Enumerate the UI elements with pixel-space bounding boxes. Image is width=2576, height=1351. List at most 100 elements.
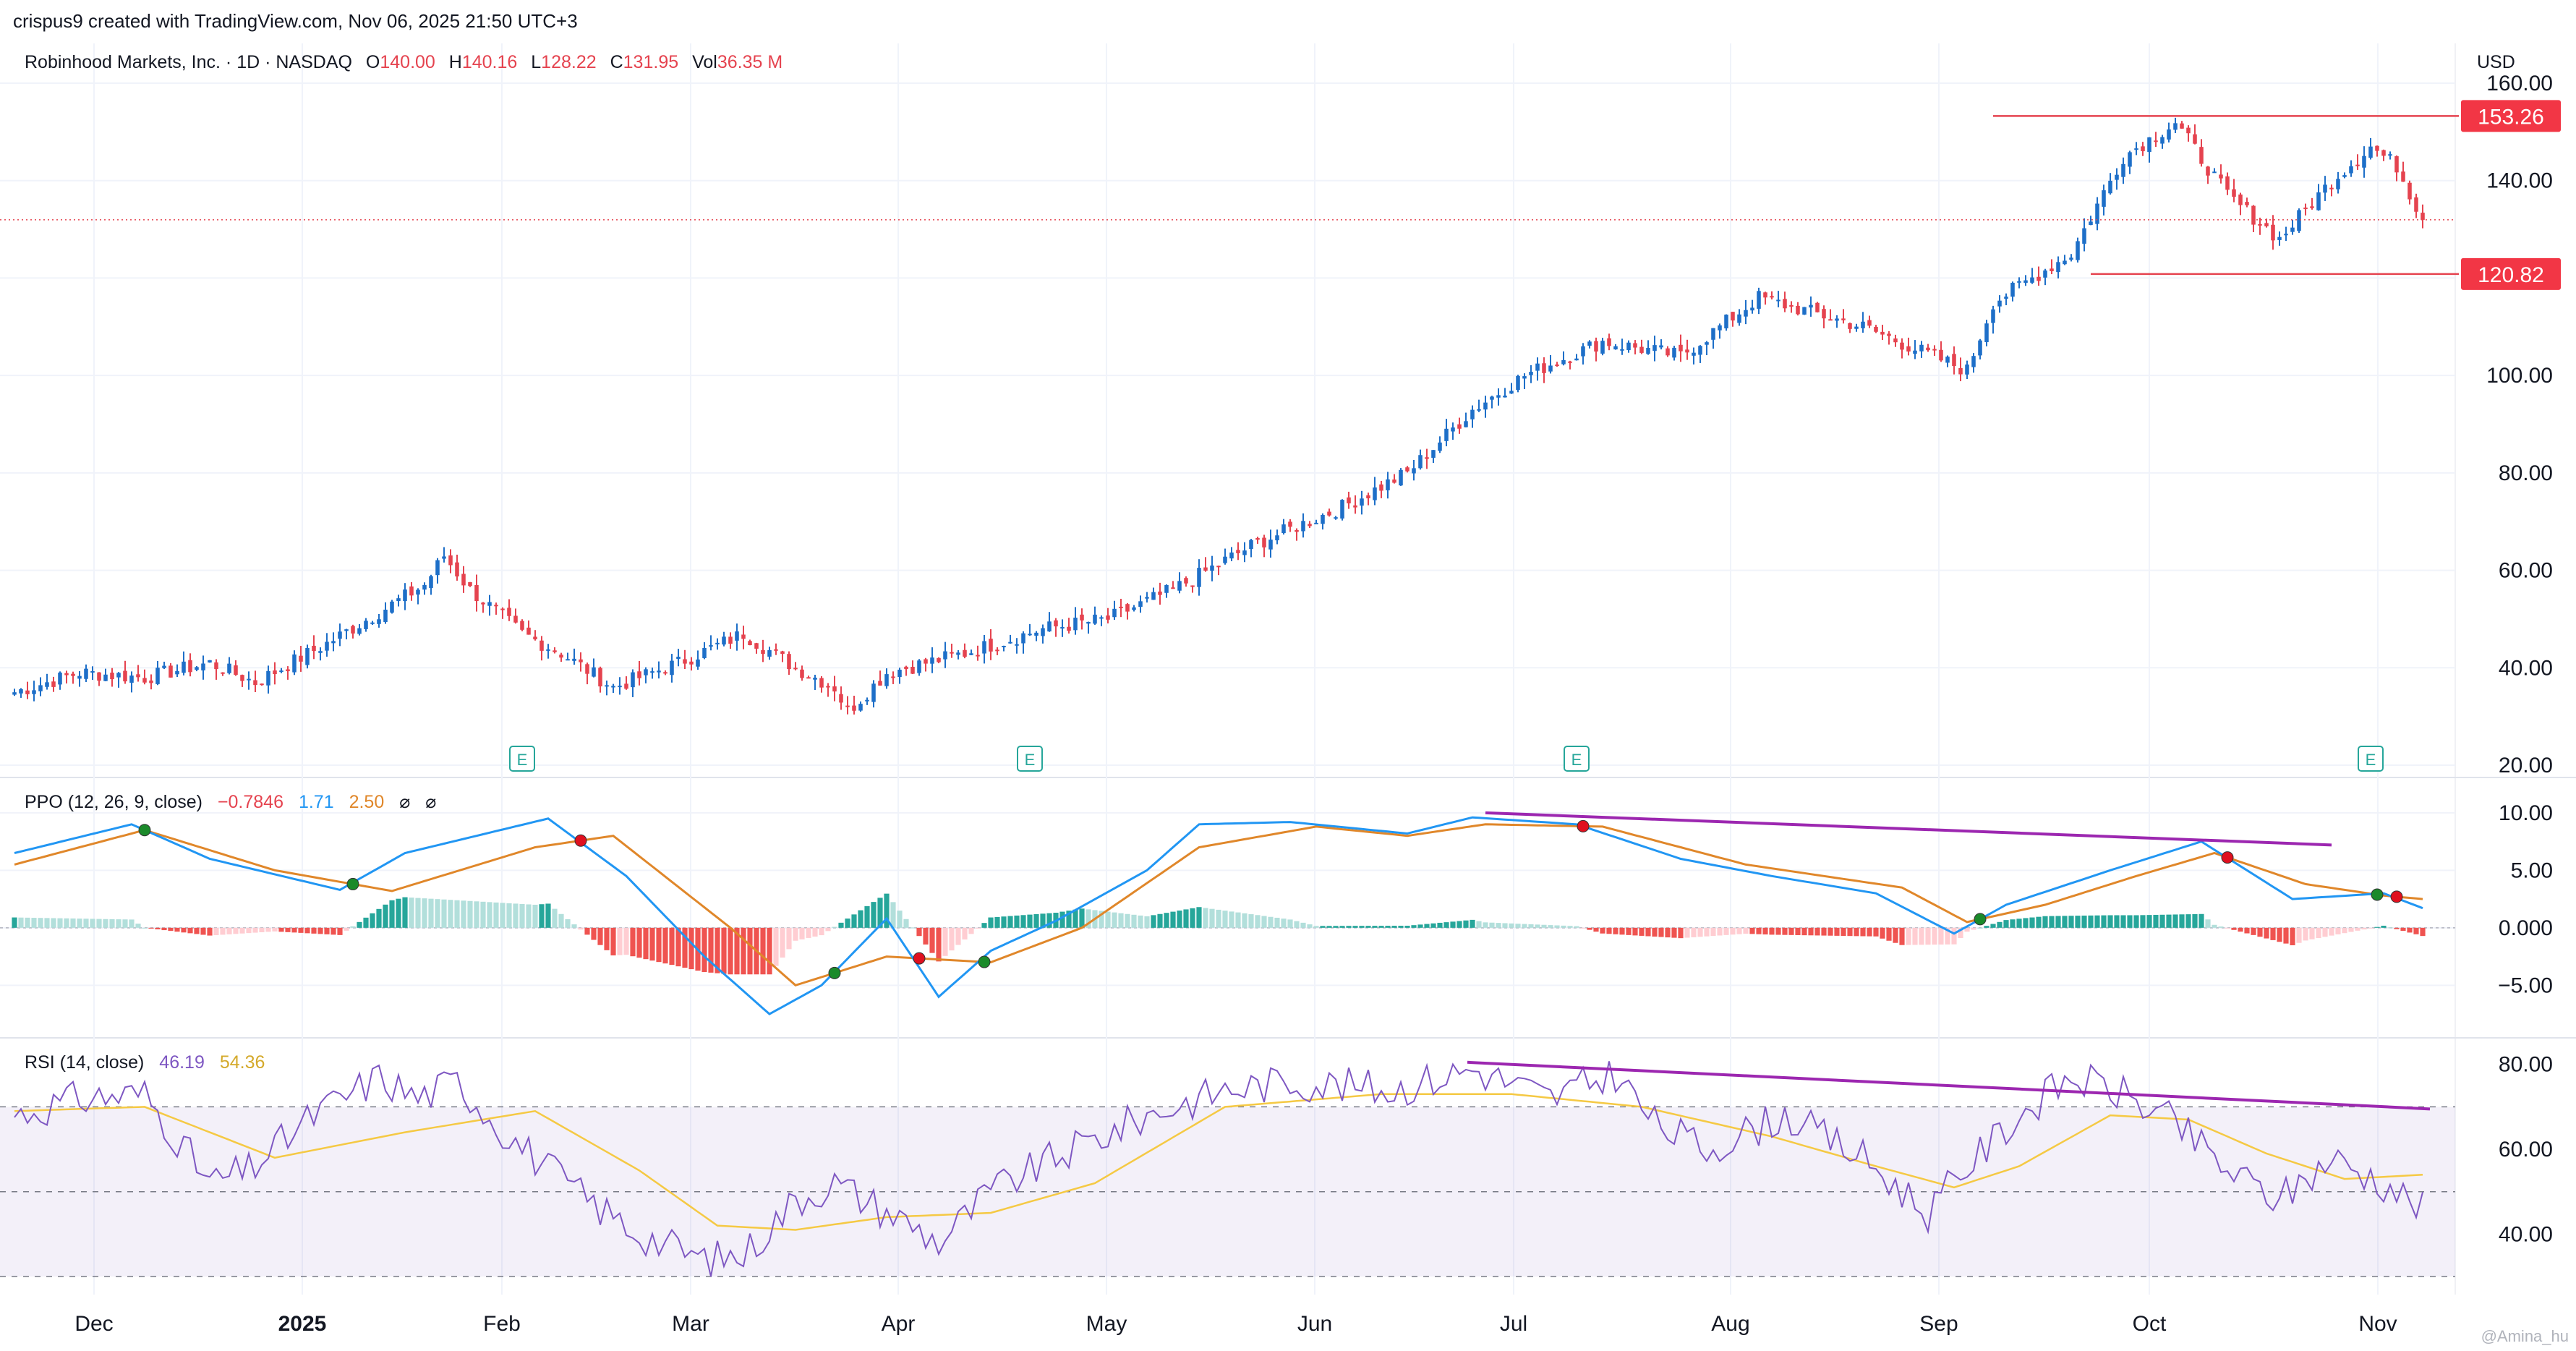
candle-body xyxy=(559,655,563,658)
main-legend: Robinhood Markets, Inc. · 1D · NASDAQ O1… xyxy=(25,52,782,72)
candle-body xyxy=(2056,262,2060,273)
candle-body xyxy=(1054,620,1058,627)
candle-body xyxy=(1112,608,1117,618)
candle-body xyxy=(1626,342,1631,351)
ppo-histogram-bar xyxy=(506,903,512,928)
candle-body xyxy=(201,663,205,670)
candle-body xyxy=(2082,228,2086,244)
earnings-marker-label: E xyxy=(2366,751,2376,769)
ppo-histogram-bar xyxy=(1964,927,1970,932)
candle-body xyxy=(2323,184,2327,193)
ppo-histogram-bar xyxy=(1971,927,1976,930)
candle-body xyxy=(2401,171,2405,182)
close-value: 131.95 xyxy=(623,52,678,72)
ppo-histogram-bar xyxy=(1762,927,1768,935)
ppo-pane[interactable] xyxy=(0,811,2455,1015)
candle-body xyxy=(25,690,30,694)
candle-body xyxy=(709,645,713,647)
candle-body xyxy=(1190,585,1195,587)
svg-text:PPO (12, 26, 9, close) −: PPO (12, 26, 9, close) −0.7846 1.71 2.50… xyxy=(25,792,436,812)
ppo-histogram-bar xyxy=(2244,927,2250,934)
ppo-line xyxy=(14,816,2423,1015)
candle-body xyxy=(1587,341,1592,346)
ppo-histogram-bar xyxy=(1372,926,1378,928)
ppo-histogram-bar xyxy=(916,927,922,937)
candle-body xyxy=(1958,367,1963,375)
ppo-histogram-bar xyxy=(1385,926,1391,928)
ppo-histogram-bar xyxy=(864,905,870,928)
candle-body xyxy=(2271,224,2275,241)
ppo-histogram-bar xyxy=(2081,915,2087,928)
ppo-histogram-bar xyxy=(2225,927,2230,929)
ppo-histogram-bar xyxy=(2413,927,2419,934)
ppo-cross-dot xyxy=(2221,851,2234,864)
ppo-histogram-bar xyxy=(630,927,636,957)
candle-body xyxy=(2063,260,2067,265)
candle-body xyxy=(2108,180,2112,194)
ppo-histogram-bar xyxy=(539,904,545,928)
candle-body xyxy=(2349,166,2353,174)
candle-body xyxy=(572,658,576,661)
candle-body xyxy=(247,678,251,681)
ppo-histogram-bar xyxy=(2003,920,2009,928)
candle-body xyxy=(533,636,537,639)
ppo-histogram-bar xyxy=(1333,926,1339,928)
candle-body xyxy=(1802,307,1807,315)
candle-body xyxy=(396,598,401,601)
candle-body xyxy=(2362,155,2366,168)
candle-body xyxy=(1679,344,1683,351)
ppo-histogram-bar xyxy=(1138,915,1143,928)
candle-body xyxy=(162,665,166,668)
x-tick-label: Jun xyxy=(1297,1312,1332,1336)
ppo-histogram-bar xyxy=(1326,926,1332,928)
candle-body xyxy=(1555,365,1559,367)
ppo-histogram-bar xyxy=(2238,927,2243,932)
ppo-histogram-bar xyxy=(2296,927,2302,943)
candle-body xyxy=(377,619,381,624)
ppo-histogram-bar xyxy=(1274,917,1280,928)
ppo-histogram-bar xyxy=(701,927,707,973)
candle-body xyxy=(526,627,531,635)
ppo-histogram-bar xyxy=(1704,927,1710,937)
candle-body xyxy=(1926,347,1930,351)
ppo-histogram-bar xyxy=(1307,924,1313,928)
ppo-histogram-bar xyxy=(2075,916,2081,928)
ppo-histogram-bar xyxy=(83,919,89,928)
candle-body xyxy=(51,681,56,687)
ppo-histogram-bar xyxy=(1886,927,1892,941)
ppo-histogram-bar xyxy=(350,926,356,928)
ppo-histogram-bar xyxy=(1294,921,1300,928)
ppo-histogram-bar xyxy=(1027,914,1033,928)
candle-body xyxy=(45,682,49,687)
ppo-histogram-bar xyxy=(174,927,180,932)
candle-body xyxy=(891,676,895,678)
candle-body xyxy=(2167,129,2171,140)
ppo-histogram-bar xyxy=(2029,917,2035,928)
ppo-histogram-bar xyxy=(910,927,916,929)
ppo-histogram-bar xyxy=(532,904,538,928)
x-tick-label: May xyxy=(1086,1312,1127,1336)
ppo-histogram-bar xyxy=(617,927,623,955)
candle-body xyxy=(2128,152,2132,167)
ppo-histogram-bar xyxy=(1072,909,1078,928)
ppo-histogram-bar xyxy=(1066,911,1072,928)
ppo-histogram-bar xyxy=(1300,922,1306,928)
candle-body xyxy=(689,661,694,665)
candle-body xyxy=(806,677,811,679)
ppo-histogram-bar xyxy=(636,927,642,958)
candle-body xyxy=(1464,421,1468,427)
ppo-histogram-bar xyxy=(845,919,850,928)
ppo-histogram-bar xyxy=(487,902,492,928)
ppo-histogram-bar xyxy=(1470,919,1475,928)
ppo-histogram-bar xyxy=(1678,927,1684,939)
candle-body xyxy=(1321,514,1325,524)
candle-body xyxy=(409,586,414,596)
rsi-pane[interactable] xyxy=(0,1060,2455,1277)
ppo-histogram-bar xyxy=(155,927,161,929)
currency-label[interactable]: USD xyxy=(2477,52,2515,72)
candle-body xyxy=(963,649,967,657)
earnings-marker: E xyxy=(1564,746,1590,772)
ppo-histogram-bar xyxy=(1945,927,1950,945)
ppo-histogram-bar xyxy=(1606,927,1612,934)
